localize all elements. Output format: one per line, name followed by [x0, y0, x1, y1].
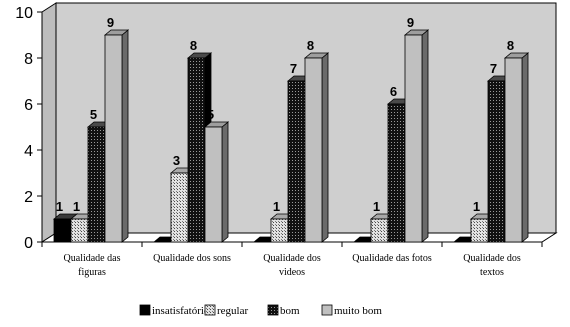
legend-swatch [204, 304, 216, 316]
category-label: Qualidade das [64, 253, 121, 264]
bar-regular [470, 218, 489, 243]
data-label: 8 [190, 38, 197, 53]
y-tick-label: 10 [15, 5, 33, 22]
bar-side [421, 29, 429, 243]
y-tick-label: 8 [24, 51, 33, 68]
category-label: Qualidade das fotos [352, 253, 432, 264]
legend-label: insatisfatório [152, 305, 210, 317]
legend-label: bom [280, 305, 300, 317]
bar-bom [287, 80, 306, 243]
data-label: 1 [73, 199, 80, 214]
legend-swatch [267, 304, 279, 316]
y-tick-label: 6 [24, 97, 33, 114]
data-label: 1 [473, 199, 480, 214]
bar-bom [87, 126, 106, 243]
data-label: 9 [407, 15, 414, 30]
bar-side [321, 52, 329, 243]
category-label: textos [480, 267, 504, 278]
legend-swatch [139, 304, 151, 316]
category-label: videos [279, 267, 305, 278]
bar-bom [487, 80, 506, 243]
bar-bom [387, 103, 406, 243]
category-label: figuras [78, 267, 106, 278]
y-tick-label: 2 [24, 189, 33, 206]
bar-muito-bom [204, 126, 223, 243]
data-label: 5 [90, 107, 97, 122]
bar-regular [370, 218, 389, 243]
y-tick-label: 0 [24, 235, 33, 252]
category-label: Qualidade dos sons [153, 253, 231, 264]
bar-muito-bom [404, 34, 423, 243]
data-label: 5 [207, 107, 214, 122]
data-label: 3 [173, 153, 180, 168]
data-label: 7 [290, 61, 297, 76]
bar-muito-bom [504, 57, 523, 243]
legend-label: muito bom [334, 305, 382, 317]
legend-swatch [321, 304, 333, 316]
data-label: 8 [507, 38, 514, 53]
data-label: 1 [373, 199, 380, 214]
bar-side [521, 52, 529, 243]
bar-regular [270, 218, 289, 243]
bar-muito-bom [104, 34, 123, 243]
data-label: 1 [273, 199, 280, 214]
category-label: Qualidade dos [263, 253, 321, 264]
bar-insatisfatório [53, 218, 72, 243]
data-label: 6 [390, 84, 397, 99]
data-label: 1 [56, 199, 63, 214]
y-tick-label: 4 [24, 143, 33, 160]
data-label: 8 [307, 38, 314, 53]
data-label: 7 [490, 61, 497, 76]
data-label: 9 [107, 15, 114, 30]
bar-muito-bom [304, 57, 323, 243]
bar-bom [187, 57, 206, 243]
bar-side [121, 29, 129, 243]
bar-regular [70, 218, 89, 243]
bar-regular [170, 172, 189, 243]
plot-side-wall [41, 2, 57, 243]
category-label: Qualidade dos [463, 253, 521, 264]
bar-side [221, 121, 229, 243]
legend-label: regular [217, 305, 248, 317]
